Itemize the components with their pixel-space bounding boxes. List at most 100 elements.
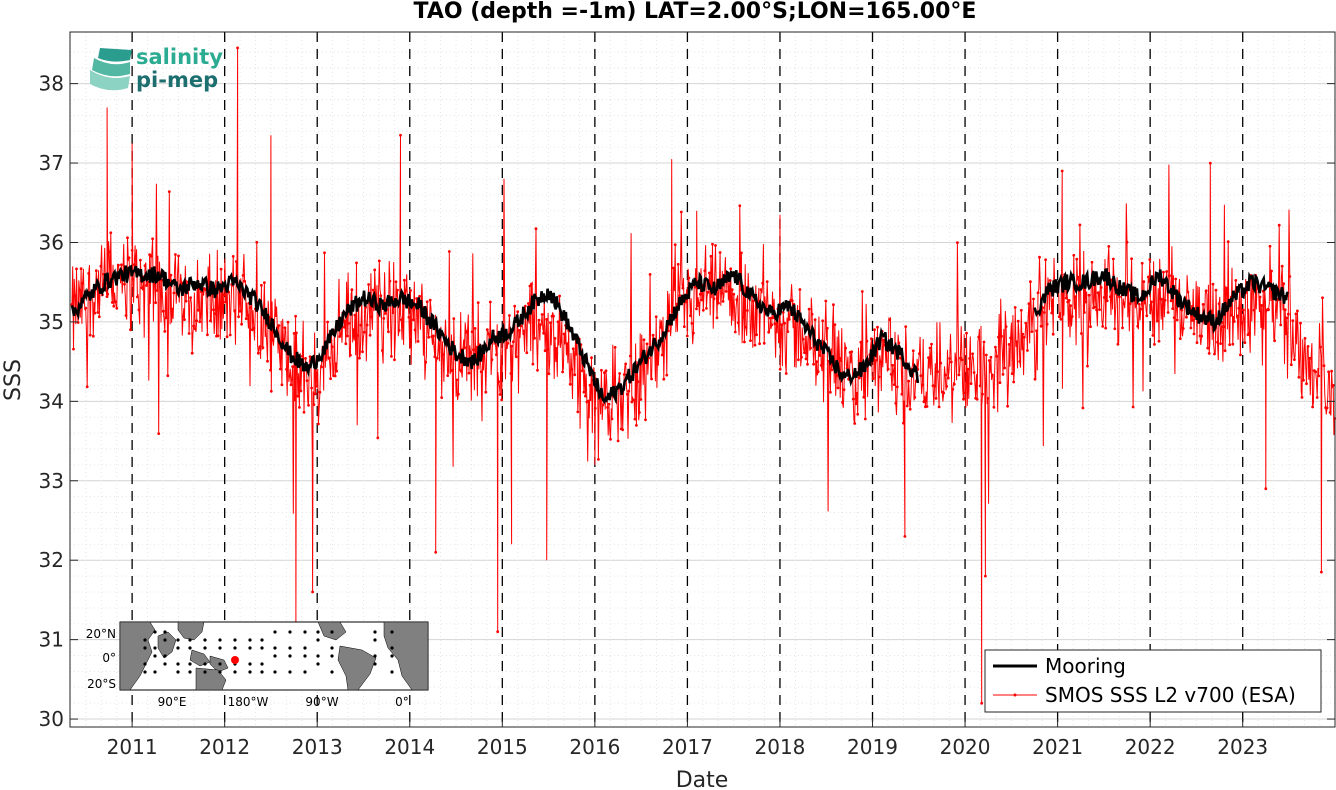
smos-point — [975, 397, 979, 401]
smos-point — [1045, 322, 1049, 326]
smos-point — [1325, 406, 1329, 410]
smos-point — [857, 376, 861, 380]
x-tick-label: 2020 — [940, 735, 991, 759]
smos-point — [302, 410, 306, 414]
smos-point — [771, 316, 775, 320]
smos-point — [681, 286, 685, 290]
smos-point — [654, 315, 658, 319]
smos-point — [434, 550, 438, 554]
inset-dot — [188, 646, 192, 650]
smos-point — [367, 283, 370, 286]
smos-point — [1118, 295, 1121, 299]
smos-point — [1128, 302, 1132, 306]
smos-point — [81, 281, 84, 285]
smos-point — [349, 353, 352, 357]
smos-point — [606, 406, 609, 409]
smos-point — [812, 362, 815, 366]
smos-point — [678, 294, 682, 297]
smos-point — [222, 293, 226, 297]
smos-point — [758, 342, 761, 346]
smos-point — [860, 290, 864, 293]
smos-point — [283, 326, 287, 330]
salinity-pimep-logo: salinity pi-mep — [90, 45, 223, 92]
smos-point — [1101, 325, 1105, 328]
inset-dot — [203, 670, 207, 674]
smos-point — [350, 288, 354, 292]
smos-point — [347, 322, 351, 325]
smos-point — [801, 337, 805, 341]
inset-dot — [316, 638, 320, 642]
smos-point — [479, 370, 483, 374]
legend-box — [984, 649, 1322, 713]
smos-point — [797, 358, 800, 362]
smos-point — [895, 385, 899, 389]
smos-point — [352, 328, 355, 331]
smos-point — [238, 309, 242, 313]
smos-point — [1280, 264, 1284, 268]
smos-point — [730, 288, 734, 291]
smos-point — [783, 321, 787, 325]
smos-point — [1084, 300, 1088, 304]
smos-point — [1039, 324, 1043, 328]
smos-point — [1178, 337, 1182, 340]
smos-point — [75, 267, 78, 271]
smos-point — [258, 345, 262, 348]
smos-point — [610, 417, 614, 421]
inset-dot — [330, 654, 334, 658]
smos-point — [530, 282, 533, 286]
smos-point — [798, 288, 802, 291]
smos-point — [689, 314, 692, 318]
smos-point — [717, 301, 720, 305]
smos-point — [601, 403, 605, 407]
smos-point — [969, 382, 973, 385]
smos-point — [225, 335, 229, 339]
smos-point — [78, 288, 81, 292]
smos-point — [1239, 353, 1242, 357]
smos-point — [603, 371, 606, 374]
legend-label-mooring: Mooring — [1045, 654, 1126, 678]
smos-point — [431, 334, 435, 338]
smos-point — [639, 398, 643, 401]
smos-point — [1299, 321, 1302, 325]
smos-point — [1264, 487, 1268, 491]
smos-point — [391, 311, 395, 314]
smos-point — [921, 383, 924, 387]
smos-point — [682, 325, 686, 328]
smos-point — [1007, 343, 1011, 346]
inset-dot — [233, 646, 237, 650]
smos-point — [469, 351, 472, 354]
smos-point — [106, 292, 110, 296]
smos-point — [1201, 303, 1205, 306]
smos-point — [1285, 316, 1289, 320]
smos-point — [70, 303, 74, 306]
smos-point — [99, 264, 103, 268]
inset-dot — [373, 654, 377, 658]
smos-point — [651, 333, 655, 337]
smos-point — [942, 391, 946, 395]
smos-point — [380, 349, 384, 352]
smos-point — [140, 286, 144, 290]
smos-point — [966, 367, 970, 371]
smos-point — [902, 421, 905, 425]
smos-point — [588, 383, 592, 387]
smos-point — [740, 251, 743, 255]
smos-point — [415, 297, 418, 300]
smos-point — [109, 231, 113, 235]
smos-point — [900, 392, 904, 396]
smos-point — [269, 389, 273, 393]
smos-point — [989, 355, 993, 359]
legend-label-smos: SMOS SSS L2 v700 (ESA) — [1045, 683, 1296, 707]
inset-dot — [273, 630, 277, 634]
smos-point — [778, 367, 782, 371]
inset-dot — [288, 646, 292, 650]
inset-dot — [233, 638, 237, 642]
smos-point — [1305, 382, 1308, 386]
y-axis: 30 31 32 33 34 35 36 37 38 — [39, 72, 1335, 731]
smos-point — [1083, 311, 1086, 314]
smos-point — [865, 339, 869, 343]
smos-point — [759, 288, 763, 292]
smos-point — [1089, 325, 1092, 329]
smos-point — [1078, 223, 1082, 227]
smos-point — [485, 328, 489, 332]
inset-dot — [390, 630, 394, 634]
